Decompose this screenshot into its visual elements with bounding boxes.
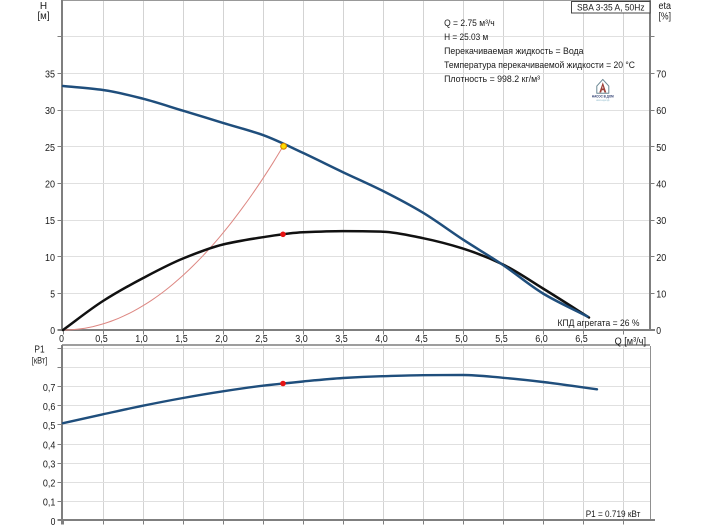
svg-text:70: 70 bbox=[656, 70, 666, 81]
svg-text:eta: eta bbox=[659, 1, 672, 12]
svg-text:0,6: 0,6 bbox=[43, 402, 56, 413]
svg-text:1,5: 1,5 bbox=[175, 334, 188, 345]
svg-text:насос-в-дом.рф: насос-в-дом.рф bbox=[596, 98, 609, 102]
svg-text:Температура перекачиваемой жид: Температура перекачиваемой жидкости = 20… bbox=[444, 60, 635, 70]
svg-text:4,0: 4,0 bbox=[375, 334, 388, 345]
svg-text:30: 30 bbox=[45, 106, 55, 117]
svg-text:P1 = 0.719 кВт: P1 = 0.719 кВт bbox=[586, 509, 641, 520]
svg-text:3,5: 3,5 bbox=[335, 334, 348, 345]
svg-text:Q [м³/ч]: Q [м³/ч] bbox=[615, 336, 647, 347]
svg-text:НАСОС В ДОМ: НАСОС В ДОМ bbox=[592, 94, 614, 98]
svg-text:0,1: 0,1 bbox=[43, 498, 56, 509]
svg-text:5,0: 5,0 bbox=[455, 334, 468, 345]
svg-text:1,0: 1,0 bbox=[135, 334, 148, 345]
svg-text:0,2: 0,2 bbox=[43, 479, 56, 490]
svg-text:0: 0 bbox=[59, 334, 64, 345]
svg-text:H = 25.03 м: H = 25.03 м bbox=[444, 32, 488, 42]
svg-text:0,5: 0,5 bbox=[95, 334, 108, 345]
svg-text:35: 35 bbox=[45, 70, 55, 81]
svg-text:0: 0 bbox=[50, 326, 55, 337]
svg-text:[кВт]: [кВт] bbox=[32, 356, 48, 367]
svg-text:15: 15 bbox=[45, 216, 55, 227]
svg-text:5: 5 bbox=[50, 290, 55, 301]
svg-text:30: 30 bbox=[656, 216, 666, 227]
svg-text:0,4: 0,4 bbox=[43, 440, 56, 451]
svg-text:50: 50 bbox=[656, 143, 666, 154]
svg-text:Плотность = 998.2 кг/м³: Плотность = 998.2 кг/м³ bbox=[444, 74, 540, 84]
svg-text:0: 0 bbox=[656, 326, 661, 337]
svg-text:0,3: 0,3 bbox=[43, 459, 56, 470]
svg-text:P1: P1 bbox=[34, 344, 45, 355]
svg-text:60: 60 bbox=[656, 106, 666, 117]
svg-text:6,5: 6,5 bbox=[575, 334, 588, 345]
svg-text:10: 10 bbox=[45, 253, 55, 264]
svg-text:10: 10 bbox=[656, 290, 666, 301]
svg-text:20: 20 bbox=[656, 253, 666, 264]
svg-text:0,5: 0,5 bbox=[43, 421, 56, 432]
svg-text:4,5: 4,5 bbox=[415, 334, 428, 345]
svg-text:Q = 2.75 м³/ч: Q = 2.75 м³/ч bbox=[444, 18, 495, 28]
svg-text:Перекачиваемая жидкость = Вода: Перекачиваемая жидкость = Вода bbox=[444, 46, 583, 56]
svg-text:5,5: 5,5 bbox=[495, 334, 508, 345]
svg-text:20: 20 bbox=[45, 180, 55, 191]
svg-text:2,5: 2,5 bbox=[255, 334, 268, 345]
svg-text:2,0: 2,0 bbox=[215, 334, 228, 345]
svg-text:КПД агрегата = 26 %: КПД агрегата = 26 % bbox=[558, 318, 640, 329]
svg-text:0,7: 0,7 bbox=[43, 383, 56, 394]
svg-text:H: H bbox=[40, 1, 47, 12]
svg-text:0: 0 bbox=[51, 517, 56, 528]
svg-text:3,0: 3,0 bbox=[295, 334, 308, 345]
svg-text:25: 25 bbox=[45, 143, 55, 154]
svg-text:SBA 3-35 A, 50Hz: SBA 3-35 A, 50Hz bbox=[577, 3, 645, 14]
svg-text:40: 40 bbox=[656, 180, 666, 191]
svg-text:6,0: 6,0 bbox=[535, 334, 548, 345]
svg-text:[м]: [м] bbox=[38, 11, 50, 22]
svg-text:[%]: [%] bbox=[659, 11, 672, 22]
